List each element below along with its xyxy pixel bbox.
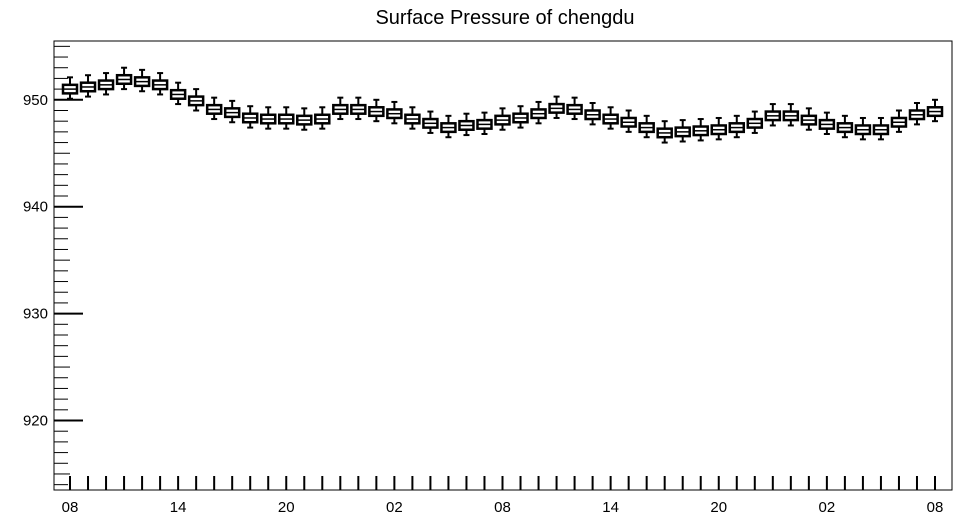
box-34	[674, 119, 691, 143]
box-38	[746, 110, 764, 134]
box-11	[259, 106, 277, 130]
box-41	[800, 107, 818, 131]
box-15	[332, 96, 349, 121]
box-22	[458, 112, 475, 137]
box-20	[422, 110, 439, 134]
box-23	[476, 111, 493, 136]
box-7	[187, 88, 205, 112]
box-0	[61, 76, 79, 100]
box-13	[296, 107, 313, 131]
box-45	[872, 116, 890, 141]
box-19	[404, 106, 421, 130]
x-tick-label: 02	[819, 499, 836, 516]
box-29	[584, 102, 601, 126]
box-37	[728, 114, 746, 139]
box-series	[61, 66, 944, 144]
box-31	[620, 109, 637, 133]
box-1	[79, 74, 97, 98]
x-axis: 08 14 20 02 08 14 20 02 08	[62, 476, 944, 516]
box-8	[205, 96, 223, 121]
x-tick-label: 02	[386, 499, 403, 516]
box-18	[386, 100, 403, 125]
x-tick-label: 08	[927, 499, 944, 516]
box-16	[350, 96, 367, 121]
box-28	[566, 96, 583, 121]
box-39	[764, 103, 782, 127]
box-36	[710, 116, 727, 141]
box-47	[908, 102, 926, 126]
box-48	[926, 98, 944, 123]
box-6	[169, 81, 187, 106]
box-9	[223, 99, 241, 124]
y-tick-label: 950	[23, 92, 48, 109]
y-tick-label: 930	[23, 306, 48, 323]
box-27	[548, 95, 565, 119]
box-2	[97, 72, 115, 96]
x-tick-label: 20	[710, 499, 727, 516]
box-46	[890, 109, 908, 133]
x-tick-label: 08	[62, 499, 79, 516]
box-17	[368, 98, 385, 123]
box-4	[133, 68, 151, 93]
box-33	[656, 120, 673, 144]
box-21	[440, 114, 457, 139]
box-24	[494, 107, 511, 131]
box-35	[692, 118, 709, 142]
box-26	[530, 100, 547, 125]
box-14	[314, 106, 331, 130]
box-40	[782, 103, 800, 127]
x-tick-label: 14	[170, 499, 187, 516]
x-tick-label: 14	[602, 499, 619, 516]
y-tick-label: 940	[23, 199, 48, 216]
box-43	[836, 114, 854, 139]
box-12	[278, 106, 295, 130]
chart-title: Surface Pressure of chengdu	[375, 7, 634, 29]
y-tick-label: 920	[23, 413, 48, 430]
box-44	[854, 116, 872, 141]
box-32	[638, 114, 655, 139]
y-axis: 920 930 940 950	[23, 45, 83, 486]
x-tick-label: 20	[278, 499, 295, 516]
box-3	[115, 66, 133, 91]
x-tick-label: 08	[494, 499, 511, 516]
box-30	[602, 106, 619, 130]
box-5	[151, 72, 169, 96]
box-10	[241, 105, 259, 129]
box-42	[818, 111, 836, 136]
box-25	[512, 105, 529, 129]
